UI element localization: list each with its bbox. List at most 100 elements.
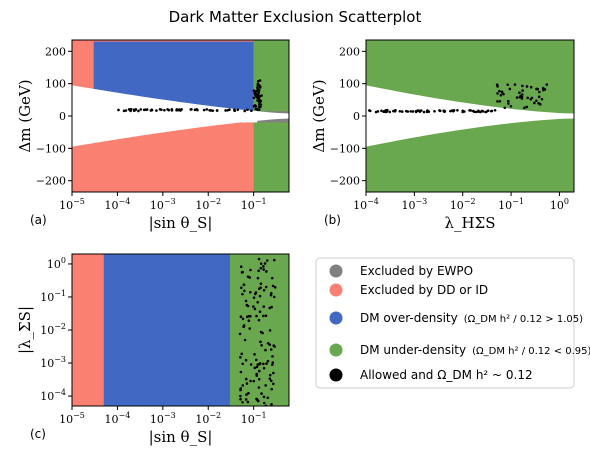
allowed-point: [260, 344, 263, 347]
allowed-point: [266, 396, 270, 400]
allowed-point: [264, 384, 267, 387]
allowed-point: [239, 397, 242, 401]
allowed-point: [404, 109, 408, 113]
x-tick-label: 10−1: [241, 411, 267, 426]
allowed-point: [262, 395, 266, 399]
x-tick-label: 10−3: [150, 197, 176, 212]
allowed-point: [256, 93, 260, 97]
y-tick-label: 10−4: [40, 388, 66, 403]
legend-label: Excluded by DD or ID: [360, 283, 488, 297]
x-tick-label: 10−5: [59, 197, 85, 212]
allowed-point: [499, 93, 503, 97]
allowed-point: [438, 109, 441, 112]
allowed-point: [262, 288, 266, 292]
y-tick-label: 10−3: [40, 355, 66, 370]
allowed-point: [271, 284, 275, 288]
allowed-point: [127, 108, 131, 111]
allowed-point: [137, 109, 140, 113]
allowed-point: [273, 285, 277, 289]
panel-tag: (b): [324, 213, 341, 227]
allowed-point: [529, 98, 533, 101]
x-tick-label: 10−1: [241, 197, 267, 212]
allowed-point: [257, 79, 260, 83]
allowed-point: [239, 355, 242, 359]
allowed-point: [233, 108, 236, 111]
allowed-point: [249, 363, 253, 366]
allowed-point: [257, 257, 261, 261]
x-tick-label: 10−1: [498, 197, 524, 212]
allowed-point: [244, 398, 248, 401]
y-tick-label: −100: [330, 142, 360, 155]
x-tick-label: 10−3: [401, 197, 427, 212]
allowed-point: [259, 266, 263, 270]
legend-marker: [329, 343, 343, 357]
allowed-point: [507, 102, 510, 105]
x-tick-label: 10−4: [353, 197, 379, 212]
allowed-point: [142, 108, 146, 112]
allowed-point: [249, 268, 252, 272]
allowed-point: [264, 314, 268, 318]
allowed-point: [252, 89, 256, 92]
allowed-point: [158, 108, 162, 111]
allowed-point: [246, 275, 250, 278]
allowed-point: [254, 104, 258, 108]
allowed-point: [461, 110, 464, 114]
legend: Excluded by EWPO Excluded by DD or ID DM o…: [315, 257, 590, 389]
allowed-point: [474, 110, 478, 114]
allowed-point: [130, 107, 133, 111]
y-tick-label: −200: [330, 175, 360, 188]
allowed-point: [253, 366, 257, 370]
allowed-point: [263, 262, 267, 265]
allowed-point: [411, 110, 415, 113]
allowed-point: [262, 265, 265, 268]
allowed-point: [257, 96, 260, 100]
allowed-point: [266, 259, 269, 262]
x-tick-label: 10−2: [195, 197, 221, 212]
x-axis-label: λ_HΣS: [445, 214, 496, 232]
allowed-point: [243, 338, 247, 342]
allowed-point: [196, 108, 199, 112]
allowed-point: [519, 94, 522, 98]
allowed-point: [245, 315, 249, 319]
allowed-point: [240, 352, 244, 356]
legend-entry-under: DM under-density (Ω_DM h² / 0.12 < 0.95): [329, 343, 590, 357]
allowed-point: [150, 108, 154, 111]
y-tick-label: 100: [45, 78, 66, 91]
allowed-point: [211, 109, 215, 112]
allowed-point: [253, 307, 257, 311]
allowed-point: [243, 109, 246, 113]
allowed-point: [245, 382, 249, 385]
allowed-point: [262, 401, 266, 405]
allowed-point: [243, 289, 246, 293]
x-axis-label: |sin θ_S|: [149, 428, 213, 446]
allowed-point: [268, 377, 272, 381]
allowed-point: [498, 100, 502, 103]
allowed-point: [382, 110, 386, 113]
allowed-point: [257, 269, 260, 273]
allowed-point: [252, 296, 256, 299]
allowed-point: [262, 305, 266, 308]
allowed-point: [190, 107, 193, 111]
allowed-point: [272, 258, 276, 262]
allowed-point: [386, 108, 389, 112]
allowed-point: [252, 105, 256, 108]
allowed-point: [507, 99, 510, 103]
panel-tag: (a): [30, 213, 47, 227]
allowed-point: [272, 295, 276, 299]
allowed-point: [270, 402, 273, 406]
allowed-point: [526, 96, 529, 100]
allowed-point: [241, 317, 245, 321]
allowed-point: [241, 292, 244, 296]
x-tick-label: 10−2: [450, 197, 476, 212]
allowed-point: [239, 265, 243, 269]
allowed-point: [271, 361, 275, 364]
legend-marker: [329, 368, 343, 382]
allowed-point: [257, 318, 261, 322]
allowed-point: [238, 332, 242, 336]
region-over: [103, 254, 240, 406]
allowed-point: [271, 355, 274, 358]
allowed-point: [257, 378, 261, 381]
legend-entry-ewpo: Excluded by EWPO: [329, 264, 473, 278]
allowed-point: [498, 89, 501, 93]
